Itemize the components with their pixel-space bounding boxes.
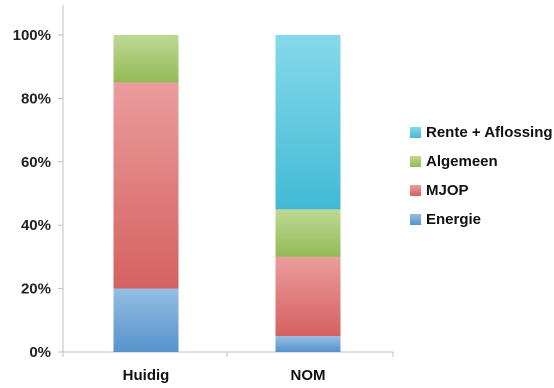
bar-segment-energie-huidig: [113, 288, 179, 352]
legend-swatch: [410, 156, 421, 167]
y-tick-label: 80%: [21, 90, 51, 107]
x-axis: Huidig NOM: [62, 351, 394, 384]
bar-segment-algemeen-huidig: [113, 35, 179, 83]
bar-segment-algemeen-nom: [275, 209, 341, 257]
legend: Rente + Aflossing Algemeen MJOP Energie: [410, 124, 553, 228]
legend-label: Rente + Aflossing: [426, 124, 553, 141]
y-axis: 0% 20% 40% 60% 80% 100%: [13, 5, 64, 361]
bar-segment-energie-nom: [275, 336, 341, 352]
bar-segment-mjop-huidig: [113, 82, 179, 289]
y-tick-label: 100%: [13, 27, 51, 44]
bars: [113, 35, 341, 352]
x-tick-label: Huidig: [123, 367, 170, 384]
legend-label: Algemeen: [426, 153, 498, 170]
y-tick-label: 40%: [21, 217, 51, 234]
y-tick-label: 60%: [21, 154, 51, 171]
legend-label: MJOP: [426, 182, 469, 199]
y-tick-label: 0%: [29, 344, 51, 361]
bar-segment-mjop-nom: [275, 256, 341, 337]
legend-swatch: [410, 185, 421, 196]
x-tick-label: NOM: [291, 367, 326, 384]
legend-swatch: [410, 214, 421, 225]
bar-segment-rente-aflossing-nom: [275, 35, 341, 210]
y-tick-label: 20%: [21, 281, 51, 298]
legend-label: Energie: [426, 211, 481, 228]
legend-swatch: [410, 127, 421, 138]
